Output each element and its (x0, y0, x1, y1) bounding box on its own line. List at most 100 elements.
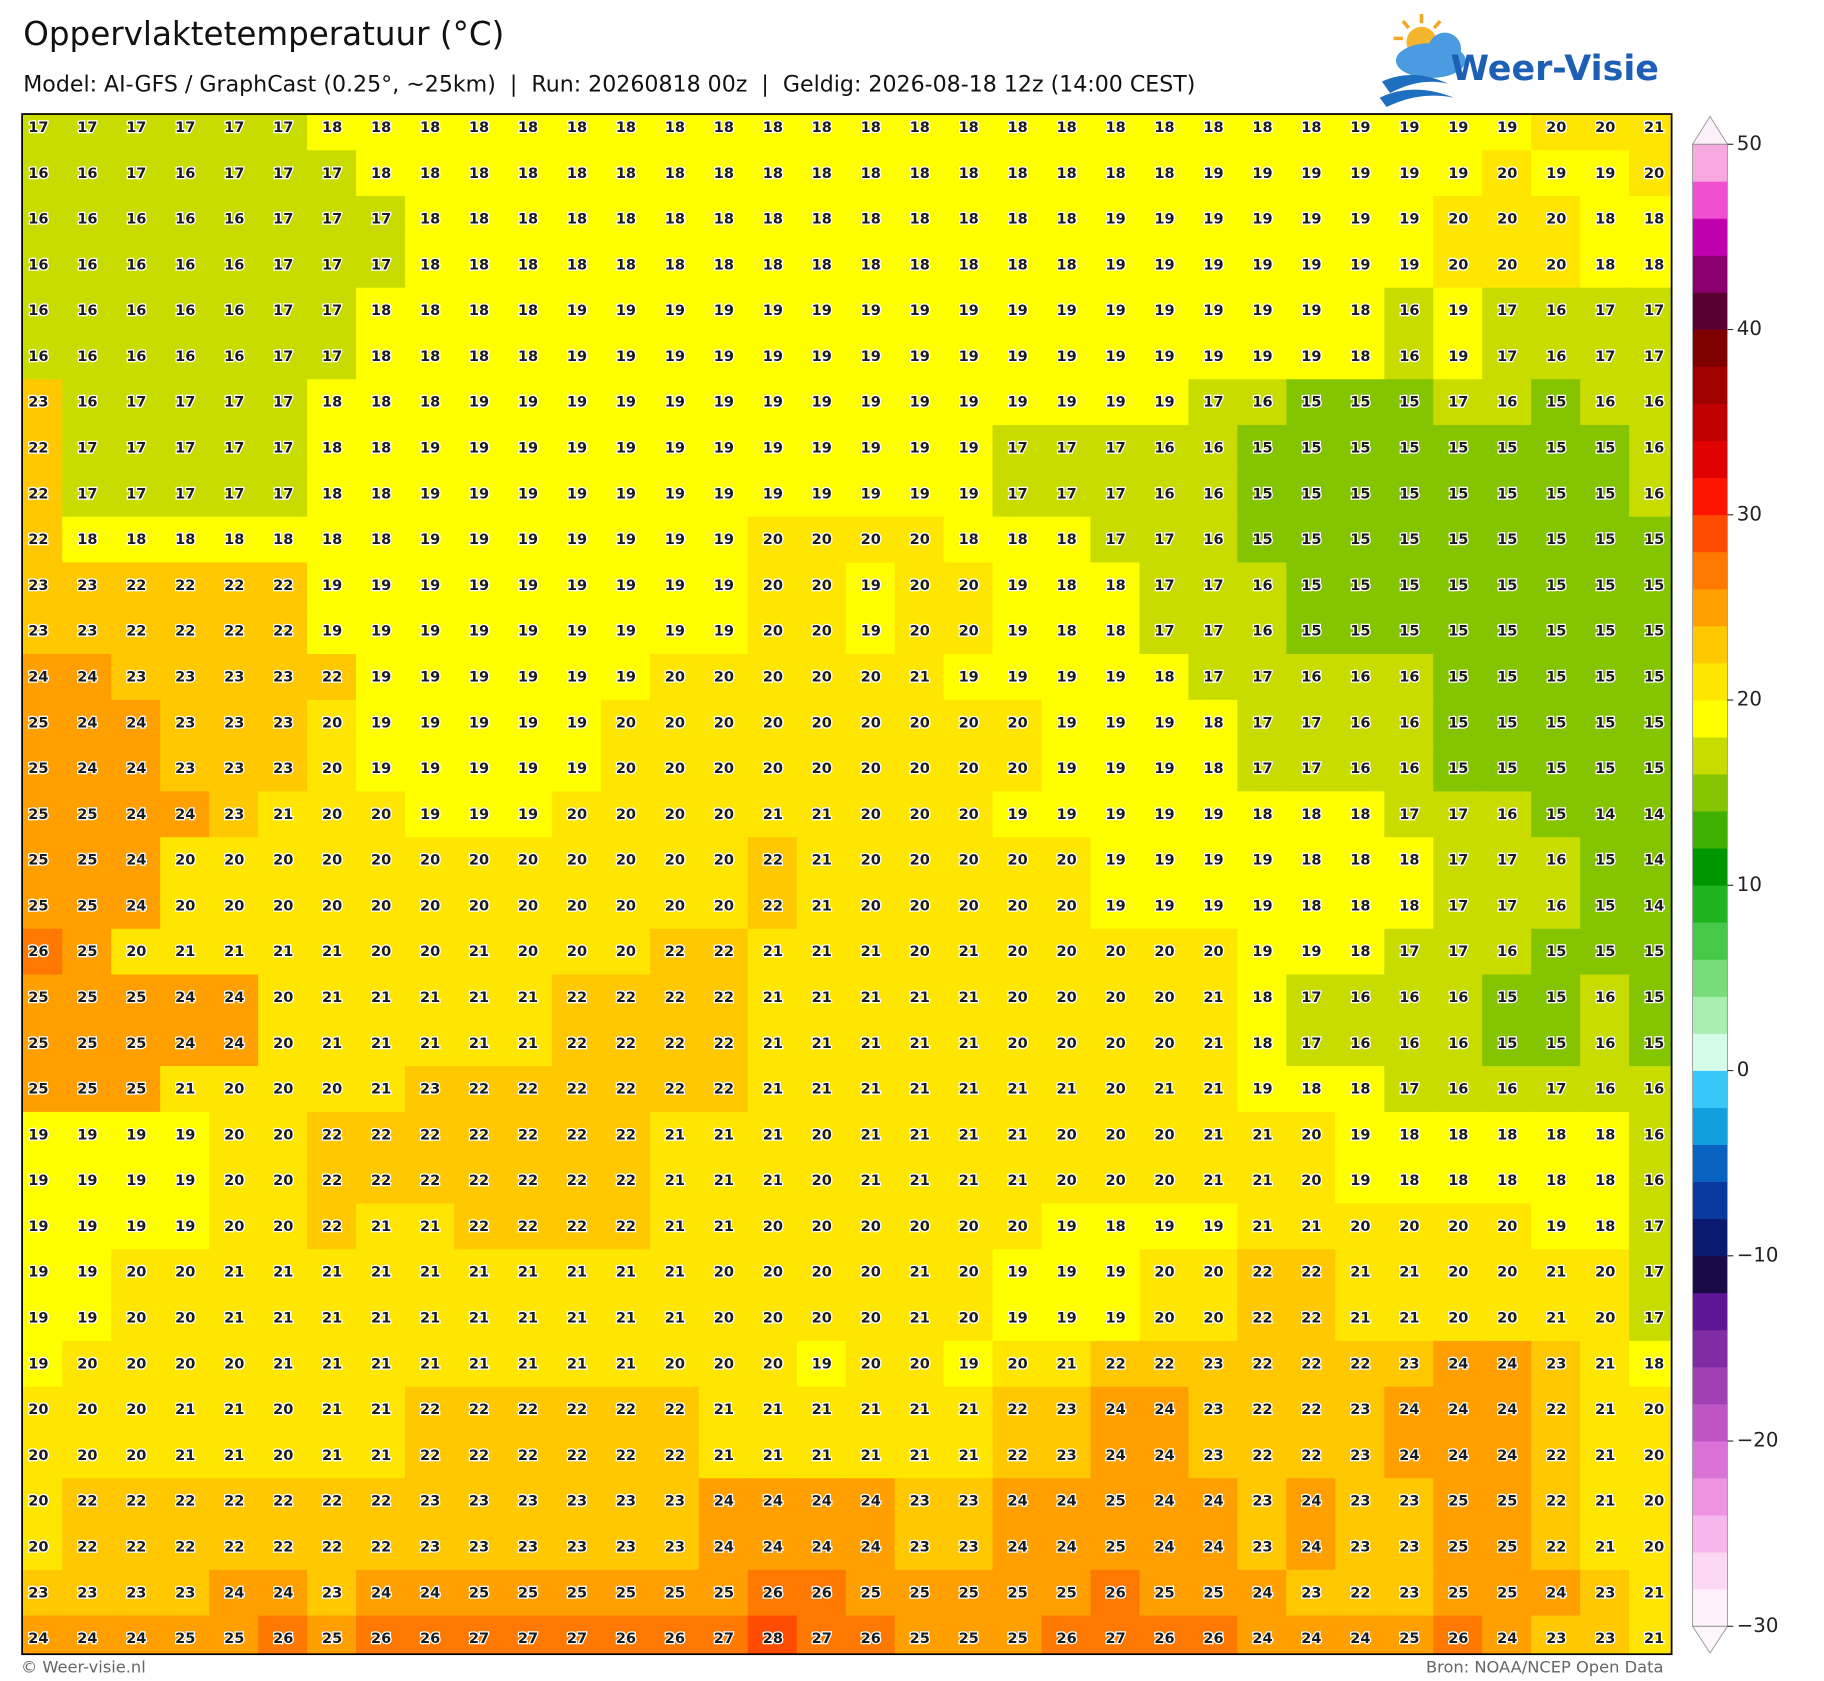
temperature-label: 24 (175, 1036, 195, 1052)
temperature-cell (160, 745, 211, 793)
temperature-label: 26 (861, 1631, 881, 1647)
temperature-label: 19 (861, 624, 881, 640)
temperature-cell (356, 1111, 407, 1159)
temperature-label: 19 (518, 532, 538, 548)
temperature-label: 16 (1595, 1036, 1615, 1052)
temperature-label: 19 (616, 532, 636, 548)
temperature-cell (1384, 791, 1435, 839)
temperature-label: 21 (959, 944, 979, 960)
temperature-label: 19 (126, 1173, 146, 1189)
temperature-cell (1286, 1295, 1337, 1343)
colorbar-tick-label: 30 (1737, 502, 1762, 525)
temperature-label: 24 (77, 761, 97, 777)
colorbar-band (1692, 996, 1728, 1034)
temperature-label: 15 (1448, 624, 1468, 640)
temperature-label: 19 (1105, 212, 1125, 228)
colorbar-band (1692, 737, 1728, 775)
temperature-label: 24 (175, 990, 195, 1006)
temperature-label: 22 (28, 486, 48, 502)
temperature-cell (551, 1524, 603, 1571)
temperature-label: 21 (812, 1036, 832, 1052)
temperature-cell (1580, 114, 1631, 152)
temperature-cell (22, 379, 64, 427)
temperature-cell (258, 1478, 309, 1526)
temperature-cell (1531, 114, 1582, 152)
temperature-cell (1237, 928, 1288, 976)
temperature-label: 23 (1595, 1631, 1615, 1647)
temperature-label: 16 (1350, 715, 1370, 731)
temperature-cell (1139, 974, 1190, 1022)
temperature-label: 21 (910, 1402, 930, 1418)
temperature-cell (943, 241, 994, 289)
temperature-label: 17 (1154, 532, 1174, 548)
temperature-cell (551, 425, 603, 473)
temperature-label: 17 (273, 166, 293, 182)
temperature-cell (600, 1386, 652, 1434)
temperature-label: 18 (1203, 120, 1223, 136)
temperature-label: 15 (1399, 578, 1419, 594)
temperature-label: 17 (1105, 441, 1125, 457)
temperature-cell (502, 516, 554, 564)
temperature-cell (1629, 1478, 1672, 1526)
temperature-cell (111, 1111, 162, 1159)
temperature-label: 19 (77, 1219, 97, 1235)
temperature-label: 17 (273, 303, 293, 319)
temperature-cell (845, 791, 896, 839)
temperature-cell (307, 974, 358, 1022)
temperature-label: 23 (616, 1494, 636, 1510)
temperature-label: 20 (420, 853, 440, 869)
temperature-label: 23 (126, 1585, 146, 1601)
temperature-label: 18 (1105, 624, 1125, 640)
temperature-cell (992, 1249, 1043, 1297)
temperature-cell (160, 1295, 211, 1343)
temperature-label: 18 (371, 532, 391, 548)
temperature-label: 17 (77, 486, 97, 502)
temperature-cell (22, 470, 64, 518)
temperature-label: 18 (1056, 257, 1076, 273)
temperature-cell (943, 1295, 994, 1343)
temperature-label: 22 (273, 1494, 293, 1510)
temperature-label: 17 (273, 395, 293, 411)
temperature-label: 20 (1105, 990, 1125, 1006)
temperature-label: 20 (224, 1219, 244, 1235)
temperature-cell (209, 379, 260, 427)
temperature-cell (1237, 1111, 1288, 1159)
temperature-label: 19 (371, 578, 391, 594)
temperature-cell (943, 1249, 994, 1297)
temperature-cell (551, 745, 603, 793)
temperature-cell (1482, 1432, 1533, 1480)
temperature-cell (1237, 1157, 1288, 1205)
temperature-cell (600, 1478, 652, 1526)
temperature-label: 20 (1154, 1173, 1174, 1189)
temperature-cell (1482, 114, 1533, 152)
temperature-cell (62, 114, 113, 152)
temperature-cell (502, 837, 554, 885)
temperature-label: 20 (518, 898, 538, 914)
temperature-cell (1580, 241, 1631, 289)
temperature-cell (1531, 608, 1582, 656)
temperature-cell (1335, 1203, 1386, 1251)
temperature-cell (600, 516, 652, 564)
temperature-cell (1090, 1615, 1141, 1655)
temperature-label: 24 (763, 1540, 783, 1556)
temperature-cell (111, 1066, 162, 1114)
temperature-label: 25 (1008, 1585, 1028, 1601)
temperature-label: 19 (518, 624, 538, 640)
temperature-cell (453, 791, 505, 839)
temperature-cell (22, 1478, 64, 1526)
temperature-cell (111, 1203, 162, 1251)
temperature-label: 15 (1644, 532, 1664, 548)
temperature-label: 23 (1252, 1540, 1272, 1556)
temperature-cell (1041, 882, 1092, 930)
temperature-cell (1041, 1615, 1092, 1655)
temperature-label: 23 (469, 1494, 489, 1510)
temperature-cell (307, 928, 358, 976)
temperature-cell (747, 1295, 798, 1343)
temperature-label: 17 (322, 166, 342, 182)
temperature-label: 19 (1154, 715, 1174, 731)
temperature-label: 19 (959, 441, 979, 457)
temperature-label: 18 (1644, 212, 1664, 228)
temperature-cell (1041, 379, 1092, 427)
temperature-label: 15 (1448, 715, 1468, 731)
temperature-cell (1629, 608, 1672, 656)
